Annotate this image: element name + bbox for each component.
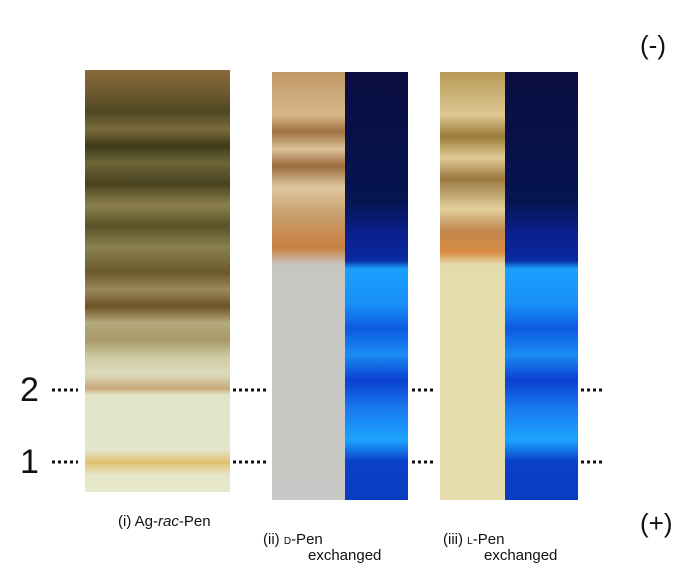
band-label: 1 (20, 445, 39, 479)
lane-caption-line2: exchanged (308, 548, 381, 563)
name-part: -Pen (179, 513, 211, 530)
gel-image (0, 0, 699, 571)
lane-iii-fluorescence (505, 72, 578, 500)
lane-caption-line2: exchanged (484, 548, 557, 563)
lane-name: Ag-rac-Pen (135, 513, 211, 530)
lane-iii-stain (440, 72, 505, 500)
lane-caption: (iii) L-Pen (443, 532, 504, 547)
polarity-positive: (+) (640, 510, 673, 536)
lane-number: (ii) (263, 531, 280, 548)
lane-name: D-Pen (284, 531, 323, 548)
name-part: -Pen (291, 531, 323, 548)
name-part: Ag- (135, 513, 158, 530)
lane-ii-stain (272, 72, 345, 500)
lane-number: (i) (118, 513, 131, 530)
figure: (-) (+) 2 1 (i) Ag-rac-Pen (ii) D-Pen ex… (0, 0, 699, 571)
band-label: 2 (20, 373, 39, 407)
name-part: -Pen (473, 531, 505, 548)
name-part: D (284, 536, 291, 547)
lane-caption: (ii) D-Pen (263, 532, 323, 547)
lane-ii-fluorescence (345, 72, 408, 500)
name-part: rac (158, 513, 179, 530)
polarity-negative: (-) (640, 32, 666, 58)
lane-caption: (i) Ag-rac-Pen (118, 514, 211, 529)
lane-i (85, 70, 230, 492)
lane-name: L-Pen (467, 531, 504, 548)
lane-number: (iii) (443, 531, 463, 548)
